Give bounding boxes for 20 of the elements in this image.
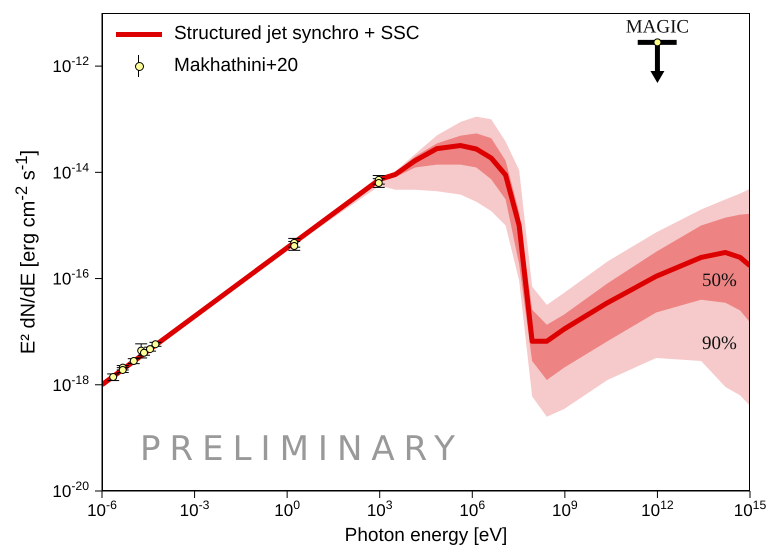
x-tick-label: 10$^{3}$ xyxy=(366,498,393,520)
x-tick-label: 10$^{-3}$ xyxy=(180,498,210,520)
annotation: 50% xyxy=(702,270,737,292)
annotation: PRELIMINARY xyxy=(140,429,464,469)
y-tick-label: 10$^{-14}$ xyxy=(52,160,90,182)
y-tick-label: 10$^{-12}$ xyxy=(52,54,90,76)
x-tick-label: 10$^{-6}$ xyxy=(87,498,118,520)
x-tick-label: 10$^{0}$ xyxy=(274,498,300,520)
annotation: 90% xyxy=(702,333,737,355)
y-tick-label: 10$^{-20}$ xyxy=(52,479,90,501)
x-tick-label: 10$^{15}$ xyxy=(734,498,766,520)
x-tick-label: 10$^{6}$ xyxy=(459,498,486,520)
y-tick-label: 10$^{-16}$ xyxy=(52,266,90,289)
y-tick-label: 10$^{-18}$ xyxy=(52,372,90,395)
x-tick-label: 10$^{9}$ xyxy=(552,498,578,520)
x-axis-title: Photon energy [eV] xyxy=(344,525,508,547)
series-label: MAGIC xyxy=(626,16,690,38)
x-tick-label: 10$^{12}$ xyxy=(641,498,674,520)
legend-label: Structured jet synchro + SSC xyxy=(174,22,420,46)
legend-label: Makhathini+20 xyxy=(174,54,298,78)
